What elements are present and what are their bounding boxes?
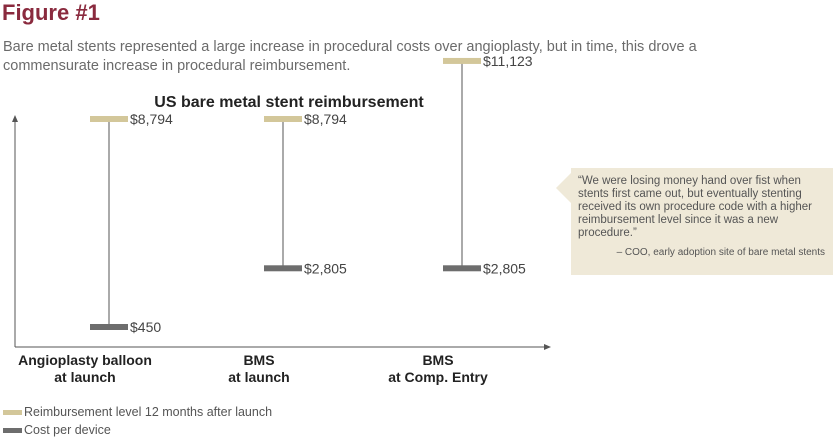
- legend-label-reimbursement: Reimbursement level 12 months after laun…: [24, 405, 273, 419]
- callout-pointer: [556, 173, 571, 203]
- legend-label-cost: Cost per device: [24, 423, 111, 437]
- reimbursement-value-label: $8,794: [304, 111, 347, 127]
- cost-value-label: $2,805: [483, 260, 526, 276]
- category-label: at launch: [54, 369, 115, 385]
- quote-text: “We were losing money hand over fist whe…: [578, 175, 812, 239]
- quote-attribution: – COO, early adoption site of bare metal…: [616, 247, 825, 258]
- category-label: at Comp. Entry: [388, 369, 488, 385]
- category-label: BMS: [422, 352, 453, 368]
- legend-item-cost: Cost per device: [3, 423, 111, 437]
- category-label: at launch: [228, 369, 289, 385]
- y-axis-arrow: [12, 115, 18, 122]
- legend-item-reimbursement: Reimbursement level 12 months after laun…: [3, 405, 272, 419]
- figure-subtitle: Bare metal stents represented a large in…: [3, 39, 697, 74]
- cost-mark: [443, 265, 481, 272]
- cost-mark: [264, 265, 302, 272]
- reimbursement-mark: [443, 57, 481, 64]
- reimbursement-value-label: $11,123: [483, 53, 533, 69]
- chart-title: US bare metal stent reimbursement: [154, 94, 424, 111]
- quote-callout: “We were losing money hand over fist whe…: [571, 168, 833, 275]
- cost-mark: [90, 324, 128, 330]
- category-label: BMS: [243, 352, 274, 368]
- legend-swatch-reimbursement: [3, 409, 22, 415]
- reimbursement-mark: [90, 116, 128, 122]
- legend-swatch-cost: [3, 427, 22, 433]
- cost-value-label: $2,805: [304, 260, 347, 276]
- category-label: Angioplasty balloon: [18, 352, 152, 368]
- cost-value-label: $450: [130, 319, 161, 335]
- reimbursement-value-label: $8,794: [130, 111, 173, 127]
- reimbursement-mark: [264, 116, 302, 122]
- x-axis-arrow: [544, 344, 551, 350]
- figure-title: Figure #1: [2, 0, 100, 25]
